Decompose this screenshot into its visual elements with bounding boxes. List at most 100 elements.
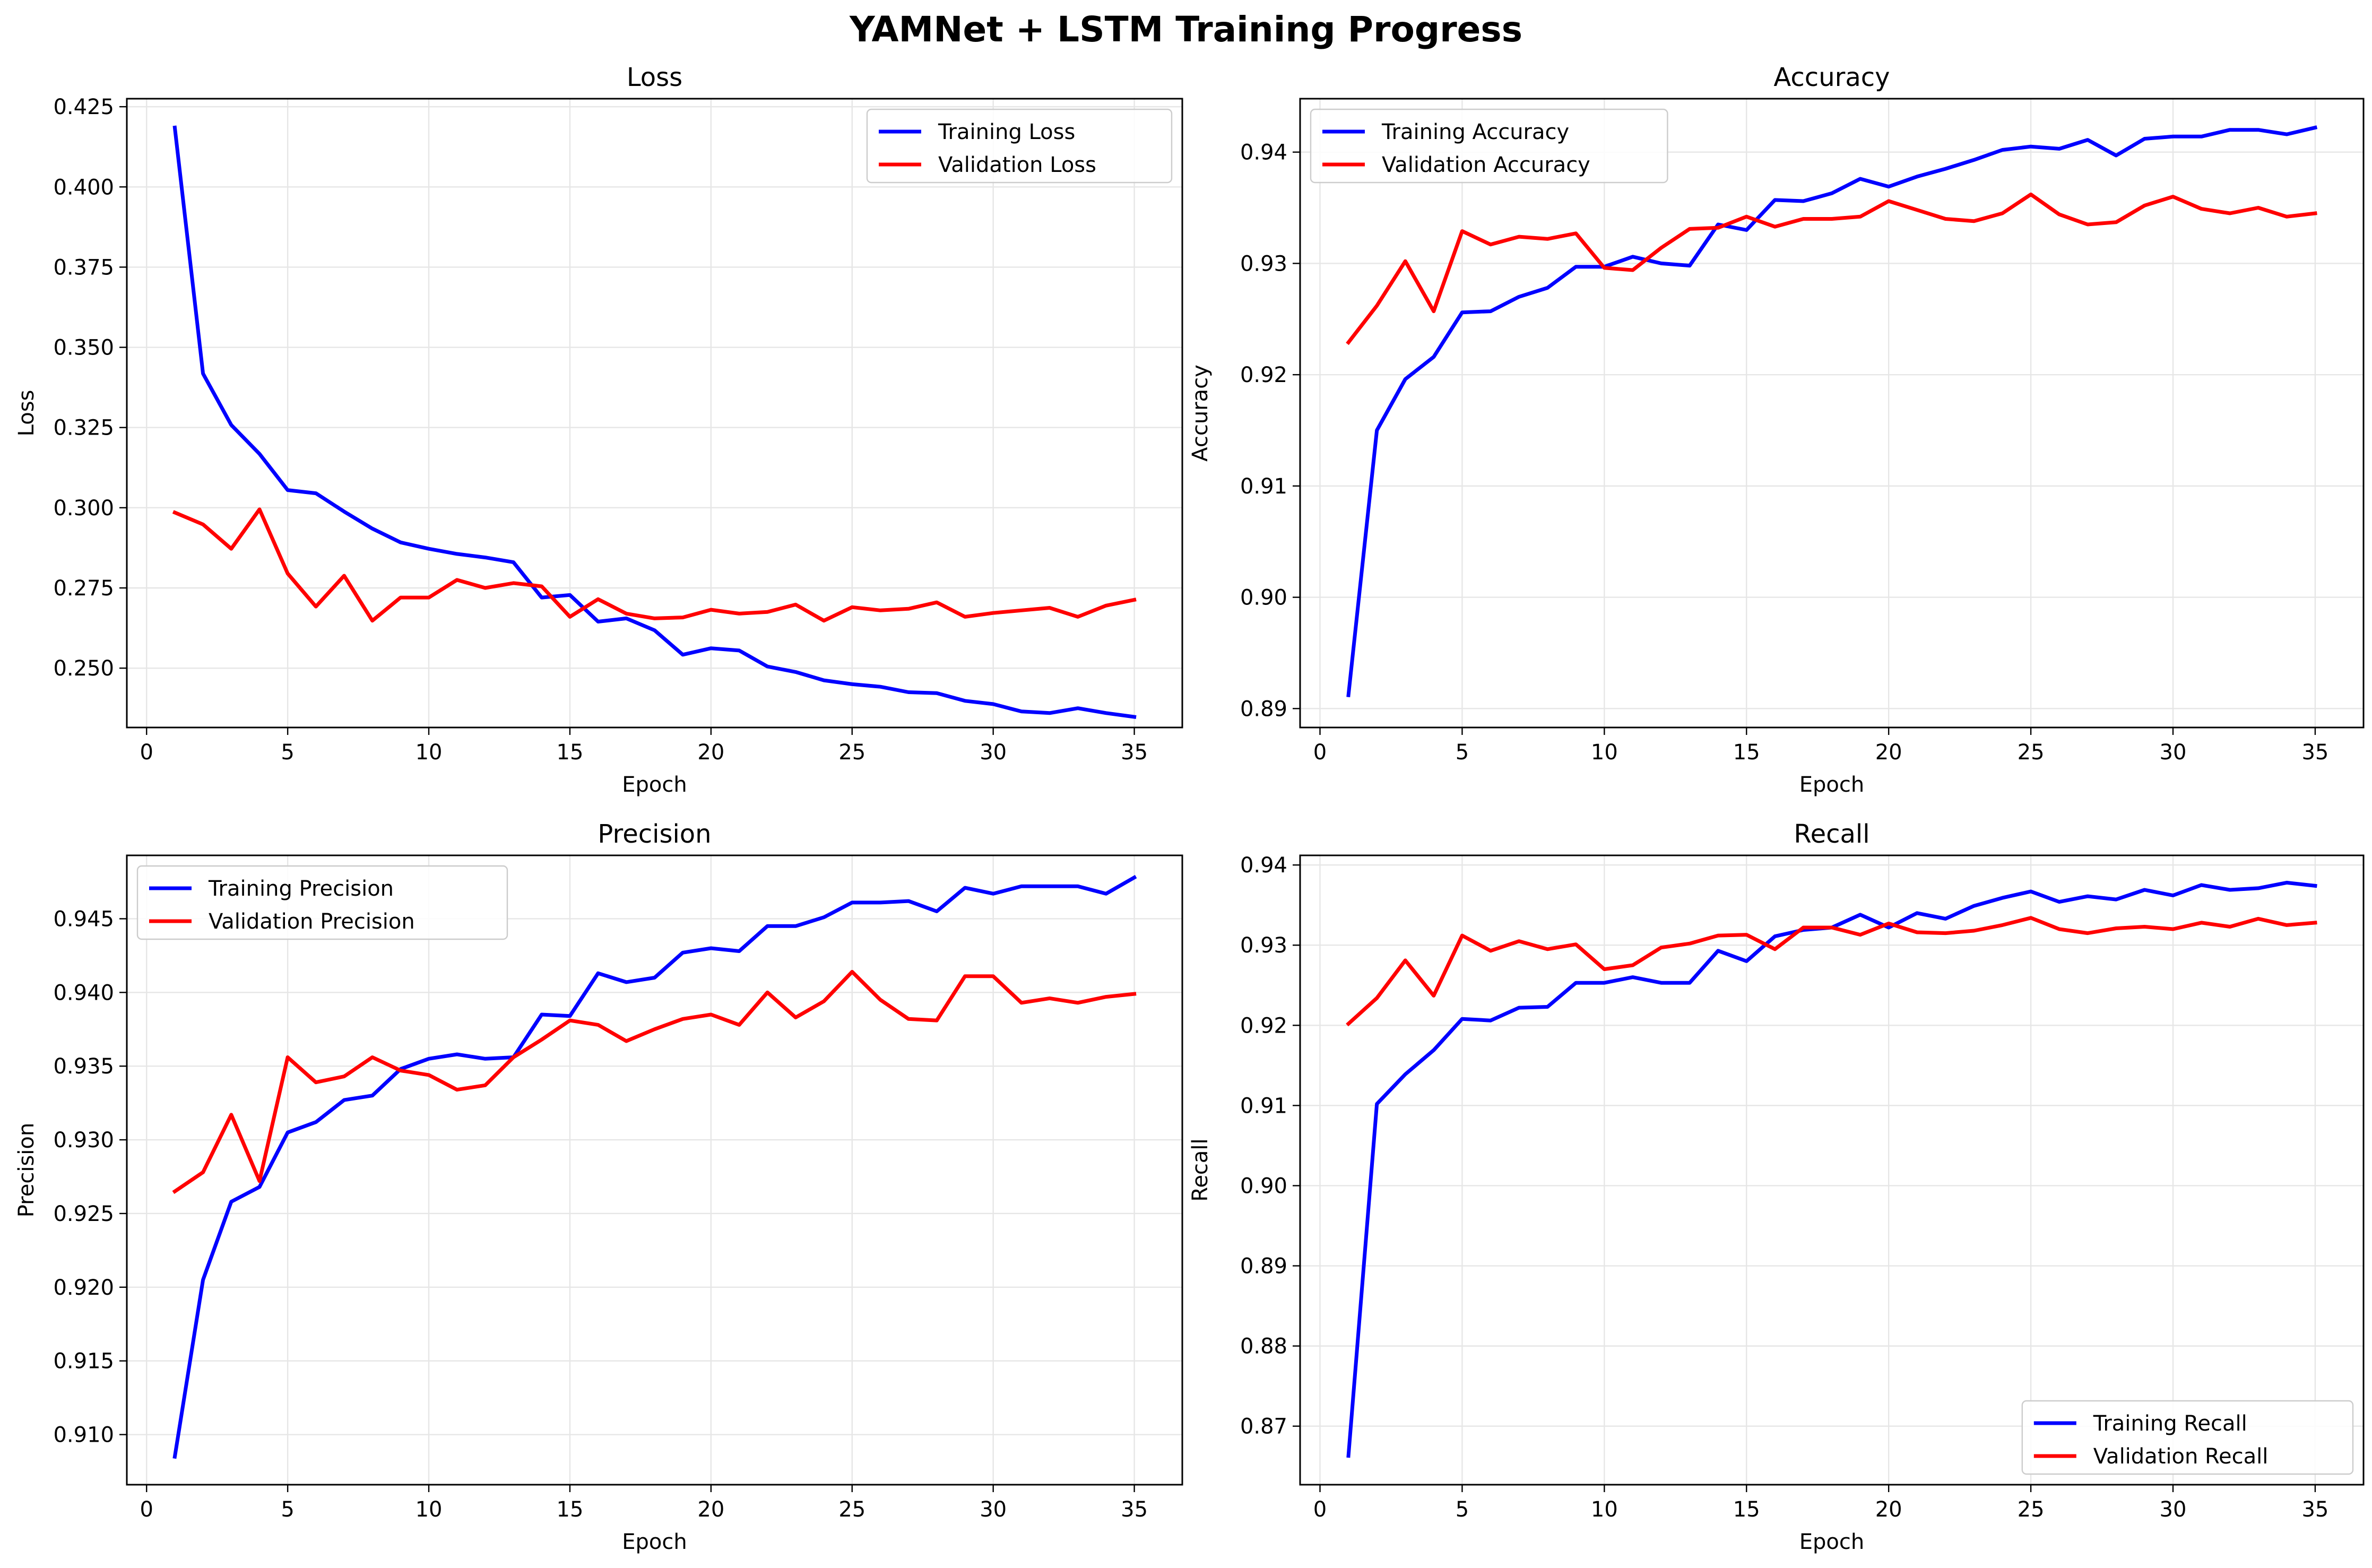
loss-legend-label: Validation Loss (938, 153, 1096, 177)
loss-x-tick-label: 15 (557, 740, 584, 765)
precision-legend-frame (136, 865, 508, 940)
loss-x-tick-label: 20 (697, 740, 724, 765)
loss-legend-frame (866, 108, 1173, 184)
loss-subplot-title: Loss (627, 63, 682, 92)
precision-x-axis-label: Epoch (622, 1530, 687, 1554)
recall-axes-frame (1299, 854, 2365, 1486)
recall-series (1346, 880, 2317, 1458)
loss-x-tick-label: 0 (140, 740, 153, 765)
series-line-validation-accuracy (1346, 192, 2317, 345)
accuracy-x-tick-label: 10 (1591, 740, 1618, 765)
precision-y-axis-label: Precision (14, 1123, 39, 1217)
recall-y-tick-label: 0.88 (1240, 1335, 1287, 1359)
precision-x-tick-label: 10 (415, 1497, 443, 1522)
recall-y-tick-label: 0.87 (1240, 1415, 1287, 1439)
loss-y-tick-label: 0.375 (53, 255, 114, 280)
accuracy-legend-frame (1310, 108, 1668, 184)
accuracy-x-axis-label: Epoch (1799, 773, 1864, 797)
loss-y-tick-label: 0.275 (53, 576, 114, 601)
recall-x-ticks: 0 5 10 15 20 25 30 35 (1313, 1485, 2328, 1522)
recall-legend-label: Training Recall (2093, 1411, 2247, 1436)
loss-grid (127, 99, 1182, 727)
recall-y-tick-label: 0.89 (1240, 1254, 1287, 1279)
loss-y-tick-label: 0.350 (53, 336, 114, 360)
loss-series (172, 125, 1137, 719)
precision-grid (127, 855, 1182, 1485)
loss-x-tick-label: 5 (281, 740, 294, 765)
series-line-validation-recall (1346, 916, 2317, 1027)
accuracy-axes-frame (1299, 98, 2365, 729)
loss-axes-frame (126, 98, 1183, 729)
precision-y-ticks: 0.910 0.915 0.920 0.925 0.930 0.935 0.940 0.945 (53, 907, 127, 1448)
chart-loss: 0 5 10 15 20 25 30 35 0.250 0.275 0.300 0.325 0.350 0… (14, 63, 1183, 797)
precision-legend-label: Validation Precision (209, 909, 415, 934)
precision-x-tick-label: 5 (281, 1497, 294, 1522)
series-line-training-precision (172, 874, 1137, 1459)
recall-y-ticks: 0.87 0.88 0.89 0.90 0.91 0.92 0.93 0.94 (1240, 853, 1300, 1439)
loss-x-tick-label: 25 (838, 740, 865, 765)
loss-y-axis-label: Loss (14, 390, 39, 437)
precision-y-tick-label: 0.930 (53, 1128, 114, 1153)
loss-x-tick-label: 30 (980, 740, 1007, 765)
loss-x-tick-label: 10 (415, 740, 443, 765)
chart-recall: 0 5 10 15 20 25 30 350.870.880.890.900.910.920.… (1188, 819, 2365, 1554)
loss-y-tick-label: 0.325 (53, 416, 114, 440)
precision-x-tick-label: 15 (557, 1497, 584, 1522)
precision-y-tick-label: 0.915 (53, 1349, 114, 1374)
loss-y-tick-label: 0.250 (53, 656, 114, 681)
loss-y-ticks: 0.250 0.275 0.300 0.325 0.350 0.375 0.400 0.425 (53, 95, 127, 681)
precision-legend: Training Precision Validation Precision (136, 865, 508, 940)
loss-y-tick-label: 0.400 (53, 175, 114, 200)
precision-y-tick-label: 0.925 (53, 1202, 114, 1226)
accuracy-x-tick-label: 25 (2018, 740, 2045, 765)
precision-y-tick-label: 0.935 (53, 1054, 114, 1079)
loss-x-axis-label: Epoch (622, 773, 687, 797)
accuracy-x-tick-label: 20 (1875, 740, 1902, 765)
recall-x-tick-label: 5 (1456, 1497, 1469, 1522)
accuracy-grid (1300, 99, 2364, 727)
recall-y-tick-label: 0.91 (1240, 1094, 1287, 1118)
loss-legend-label: Training Loss (938, 120, 1075, 144)
precision-x-tick-label: 35 (1121, 1497, 1148, 1522)
loss-x-ticks: 0 5 10 15 20 25 30 35 (140, 727, 1148, 765)
precision-series (172, 874, 1137, 1459)
recall-legend-label: Validation Recall (2093, 1444, 2269, 1469)
precision-y-tick-label: 0.910 (53, 1423, 114, 1448)
recall-subplot-title: Recall (1794, 819, 1869, 849)
series-line-training-accuracy (1346, 125, 2318, 698)
recall-x-tick-label: 25 (2018, 1497, 2045, 1522)
recall-x-tick-label: 10 (1591, 1497, 1618, 1522)
chart-accuracy: 0 5 10 15 20 25 30 35 0.89 0.90 0.91 0.92 0.93 0.94 Ac… (1188, 63, 2365, 797)
accuracy-x-tick-label: 15 (1733, 740, 1760, 765)
accuracy-x-tick-label: 30 (2160, 740, 2187, 765)
accuracy-x-tick-label: 0 (1313, 740, 1327, 765)
loss-x-tick-label: 35 (1121, 740, 1148, 765)
recall-x-tick-label: 30 (2160, 1497, 2187, 1522)
precision-legend-label: Training Precision (208, 877, 394, 901)
accuracy-x-tick-label: 35 (2301, 740, 2328, 765)
recall-x-tick-label: 20 (1875, 1497, 1902, 1522)
accuracy-y-tick-label: 0.91 (1240, 474, 1287, 499)
chart-precision: 0 5 10 15 20 25 30 350.9100.9150.9200.9250.9300… (14, 819, 1183, 1554)
loss-y-tick-label: 0.300 (53, 496, 114, 521)
series-line-validation-loss (172, 507, 1137, 623)
accuracy-legend-label: Training Accuracy (1381, 120, 1569, 144)
precision-subplot-title: Precision (598, 819, 711, 849)
precision-axes-frame (126, 854, 1183, 1486)
accuracy-y-tick-label: 0.92 (1240, 363, 1287, 387)
recall-x-tick-label: 35 (2301, 1497, 2328, 1522)
accuracy-y-tick-label: 0.94 (1240, 141, 1287, 165)
accuracy-legend: Training Accuracy Validation Accuracy (1310, 108, 1668, 184)
recall-grid (1300, 855, 2364, 1485)
accuracy-y-tick-label: 0.89 (1240, 697, 1287, 721)
accuracy-y-tick-label: 0.90 (1240, 586, 1287, 610)
figure-title: YAMNet + LSTM Training Progress (849, 9, 1522, 50)
subplots: 0 5 10 15 20 25 30 35 0.250 0.275 0.300 0.325 0.350 0… (14, 63, 2365, 1554)
recall-y-tick-label: 0.90 (1240, 1174, 1287, 1198)
precision-x-tick-label: 0 (140, 1497, 153, 1522)
accuracy-legend-label: Validation Accuracy (1382, 153, 1590, 177)
precision-x-tick-label: 30 (980, 1497, 1007, 1522)
accuracy-x-tick-label: 5 (1456, 740, 1469, 765)
loss-legend: Training Loss Validation Loss (866, 108, 1173, 184)
